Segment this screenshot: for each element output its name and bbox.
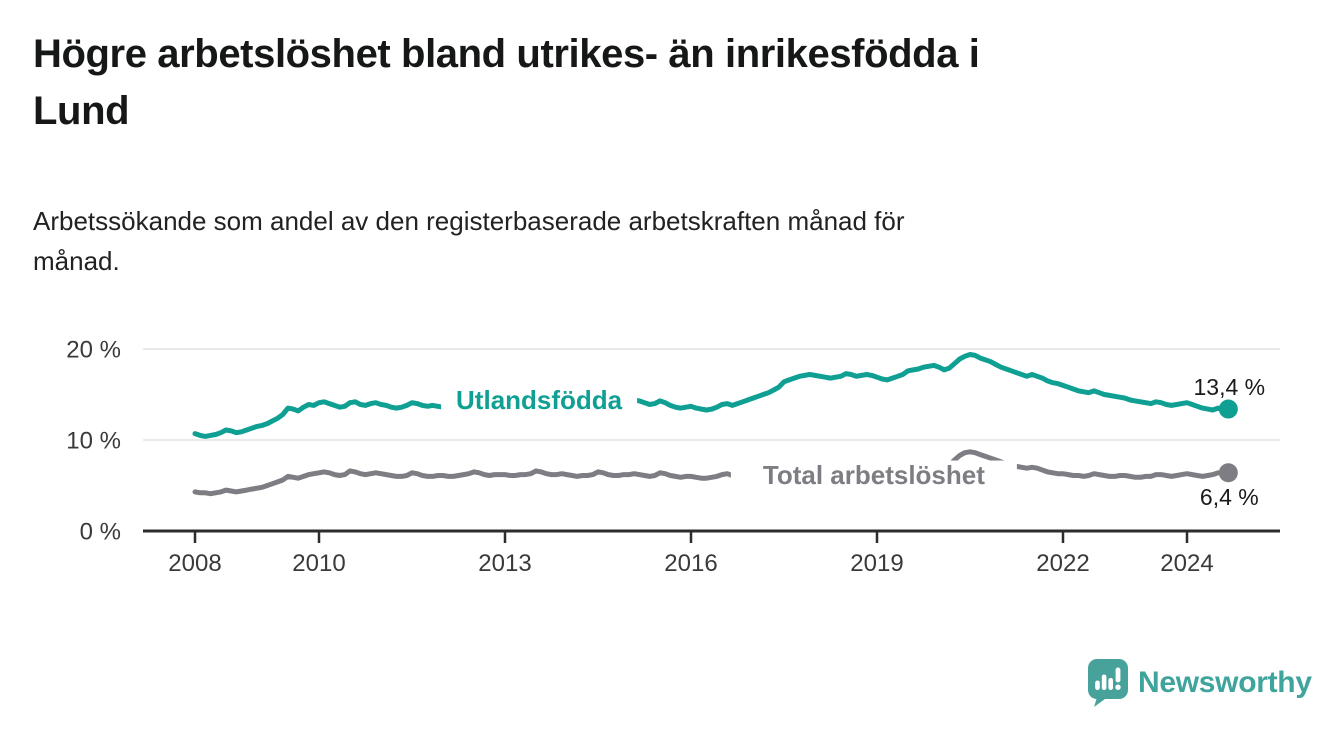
- y-axis-tick-label: 0 %: [80, 519, 121, 546]
- series-end-value-label: 13,4 %: [1194, 374, 1266, 400]
- y-axis-tick-label: 10 %: [66, 428, 121, 455]
- y-axis-tick-label: 20 %: [66, 337, 121, 364]
- series-inline-label: Total arbetslöshet: [763, 460, 985, 490]
- x-axis-tick-label: 2019: [850, 550, 903, 577]
- x-axis-tick-label: 2016: [664, 550, 717, 577]
- chart-title-line1: Högre arbetslöshet bland utrikes- än inr…: [33, 32, 980, 76]
- x-axis-tick-label: 2013: [478, 550, 531, 577]
- newsworthy-logo: Newsworthy: [1088, 659, 1312, 707]
- chart-title: Högre arbetslöshet bland utrikes- än inr…: [33, 26, 1303, 140]
- series-end-value-label: 6,4 %: [1200, 484, 1259, 510]
- series-line-total-arbetsl-shet: [192, 449, 1231, 497]
- chart-subtitle-line2: månad.: [33, 246, 120, 276]
- series-end-dot: [1218, 399, 1238, 419]
- series-inline-label: Utlandsfödda: [456, 385, 623, 415]
- x-axis-tick-label: 2008: [168, 550, 221, 577]
- x-axis-tick-label: 2010: [292, 550, 345, 577]
- newsworthy-logo-icon: [1088, 659, 1128, 707]
- x-axis-tick-label: 2024: [1160, 550, 1213, 577]
- chart-subtitle: Arbetssökande som andel av den registerb…: [33, 201, 1273, 281]
- series-label-mask: [730, 460, 1017, 490]
- series-line-utlandsf-dda: [192, 352, 1231, 439]
- newsworthy-brand-text: Newsworthy: [1138, 666, 1312, 699]
- series-end-dot: [1218, 463, 1238, 483]
- series-label-mask: [441, 385, 638, 415]
- x-axis-tick-label: 2022: [1036, 550, 1089, 577]
- chart-subtitle-line1: Arbetssökande som andel av den registerb…: [33, 206, 905, 236]
- chart-title-line2: Lund: [33, 88, 130, 133]
